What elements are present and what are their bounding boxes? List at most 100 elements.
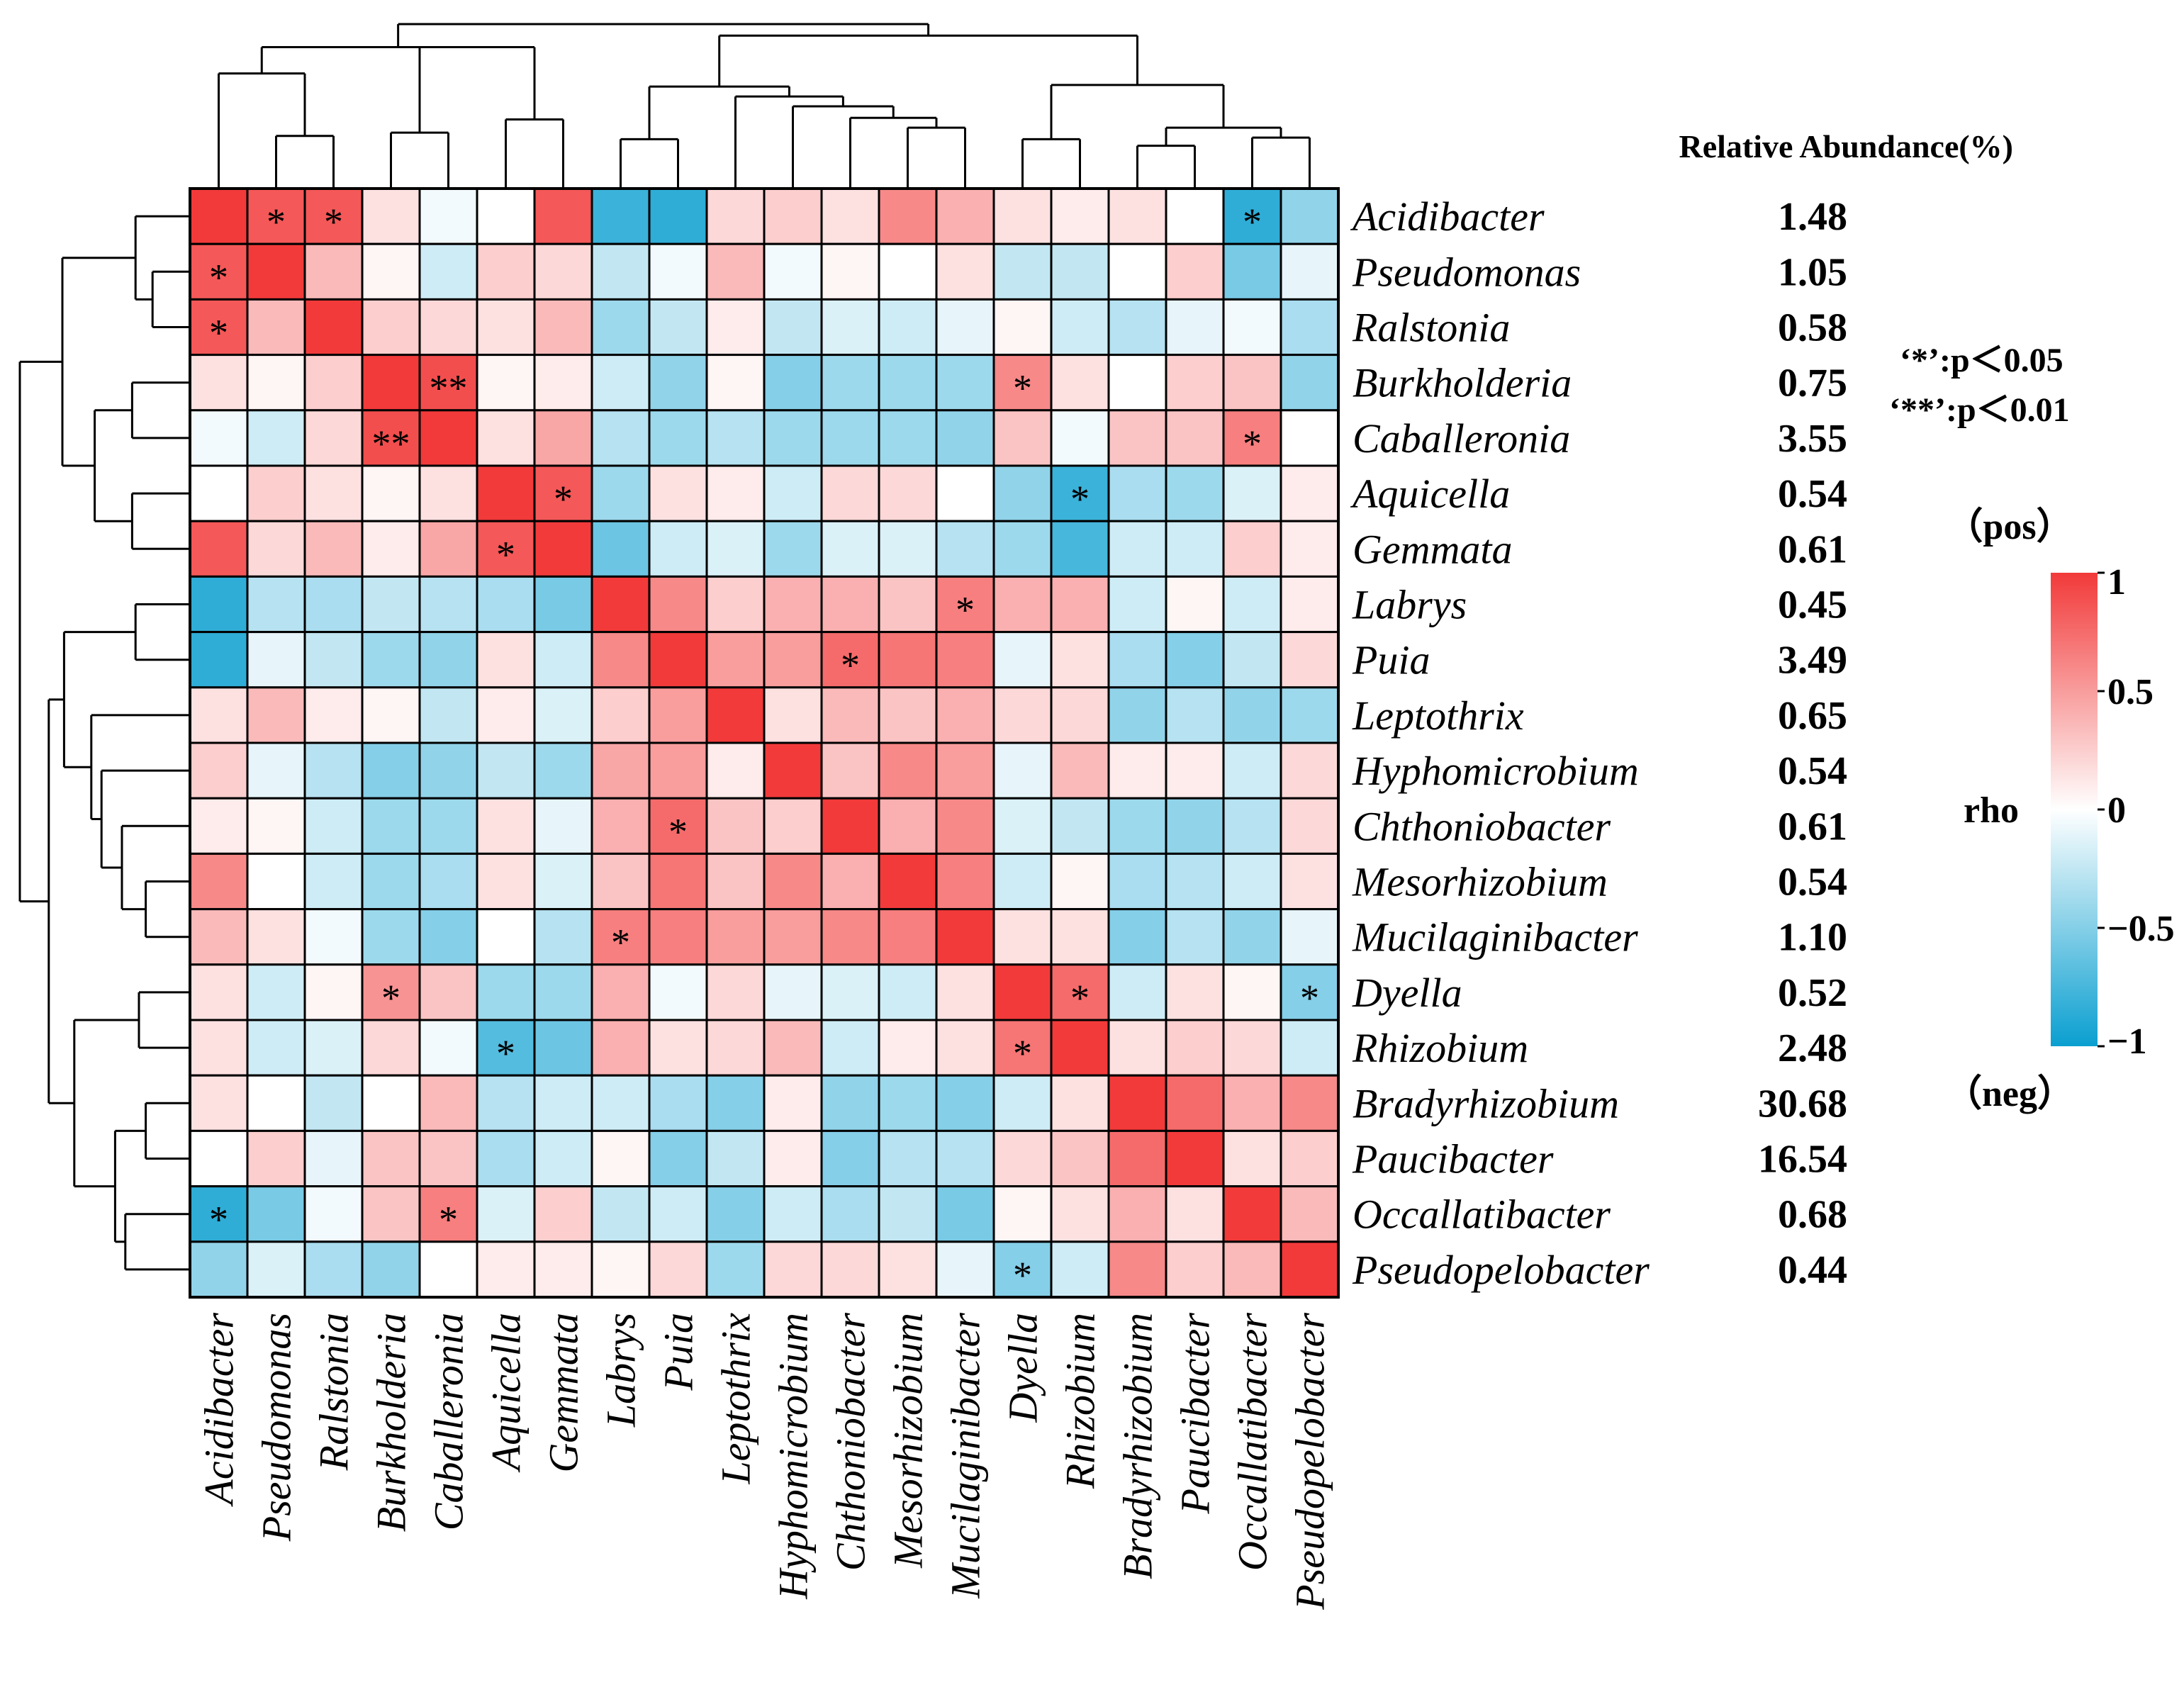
heatmap-cell bbox=[303, 1019, 364, 1077]
heatmap-cell bbox=[763, 354, 823, 412]
heatmap-cell bbox=[418, 187, 478, 245]
heatmap-cell bbox=[878, 908, 938, 966]
heatmap-cell bbox=[1222, 741, 1282, 800]
heatmap-cell bbox=[361, 1240, 421, 1299]
heatmap-cell bbox=[820, 575, 880, 634]
heatmap-cell bbox=[418, 963, 478, 1021]
heatmap-cell bbox=[763, 409, 823, 467]
heatmap-cell bbox=[648, 187, 708, 245]
heatmap-cell bbox=[303, 686, 364, 744]
relative-abundance-column: Relative Abundance(%) 1.48 1.05 0.58 0.75 3.… bbox=[1679, 128, 2014, 1292]
relative-abundance-value: 0.52 bbox=[1778, 971, 1847, 1015]
heatmap-cell bbox=[533, 852, 593, 911]
heatmap-cell bbox=[1222, 1129, 1282, 1188]
heatmap-cell bbox=[935, 1019, 995, 1077]
significance-mark: * bbox=[209, 312, 228, 354]
significance-mark: * bbox=[1013, 367, 1032, 410]
heatmap-cell bbox=[878, 409, 938, 467]
heatmap-cell bbox=[1222, 354, 1282, 412]
heatmap-cell bbox=[820, 852, 880, 911]
heatmap-cell bbox=[418, 1074, 478, 1132]
heatmap-cell bbox=[935, 520, 995, 578]
significance-mark: * bbox=[209, 256, 228, 298]
heatmap-cell bbox=[820, 1240, 880, 1299]
significance-mark: * bbox=[1013, 1032, 1032, 1075]
heatmap-cell bbox=[648, 1019, 708, 1077]
heatmap-cell bbox=[705, 1019, 766, 1077]
heatmap-cell bbox=[476, 1074, 536, 1132]
relative-abundance-value: 3.55 bbox=[1778, 417, 1847, 461]
heatmap-cell bbox=[820, 242, 880, 301]
heatmap-cell bbox=[361, 1074, 421, 1132]
heatmap-cell bbox=[533, 575, 593, 634]
heatmap-cell bbox=[1222, 520, 1282, 578]
heatmap-cell bbox=[1165, 686, 1225, 744]
heatmap-cell bbox=[246, 686, 306, 744]
colorbar-top-label: （pos） bbox=[1946, 506, 2073, 547]
heatmap-cell bbox=[189, 1240, 249, 1299]
heatmap-cell bbox=[648, 575, 708, 634]
heatmap-cell bbox=[705, 1074, 766, 1132]
heatmap-cell bbox=[246, 520, 306, 578]
heatmap-cell bbox=[476, 908, 536, 966]
heatmap-cell bbox=[590, 409, 651, 467]
heatmap-cell bbox=[648, 908, 708, 966]
heatmap-cell bbox=[1050, 187, 1110, 245]
heatmap-cell bbox=[1165, 1019, 1225, 1077]
heatmap-cell bbox=[648, 409, 708, 467]
heatmap-cell bbox=[648, 797, 708, 855]
heatmap-cell bbox=[820, 1129, 880, 1188]
relative-abundance-value: 0.58 bbox=[1778, 306, 1847, 350]
heatmap-cell bbox=[533, 242, 593, 301]
row-label: Bradyrhizobium bbox=[1353, 1080, 1619, 1126]
heatmap-cell bbox=[1279, 1240, 1340, 1299]
heatmap-cell bbox=[1107, 963, 1167, 1021]
heatmap-cell bbox=[1165, 631, 1225, 689]
heatmap-cell bbox=[878, 1240, 938, 1299]
heatmap-cell bbox=[705, 187, 766, 245]
heatmap-cell bbox=[590, 908, 651, 966]
heatmap-cell bbox=[820, 797, 880, 855]
heatmap-cell bbox=[303, 852, 364, 911]
significance-legend: ‘*’:p＜0.05 ‘**’:p＜0.01 bbox=[1889, 342, 2070, 429]
heatmap-cell bbox=[590, 1240, 651, 1299]
heatmap-cell bbox=[763, 1019, 823, 1077]
heatmap-cell bbox=[476, 242, 536, 301]
heatmap-cell bbox=[648, 963, 708, 1021]
heatmap-cell bbox=[1107, 464, 1167, 522]
heatmap-cell bbox=[1279, 520, 1340, 578]
heatmap-cell bbox=[763, 298, 823, 357]
row-label: Mesorhizobium bbox=[1352, 859, 1608, 905]
significance-mark: * bbox=[1243, 422, 1262, 465]
relative-abundance-value: 0.65 bbox=[1778, 694, 1847, 738]
heatmap-cell bbox=[246, 1074, 306, 1132]
heatmap-cell bbox=[246, 908, 306, 966]
column-label: Rhizobium bbox=[1058, 1313, 1104, 1489]
significance-mark: * bbox=[956, 589, 975, 632]
heatmap-cell bbox=[189, 1074, 249, 1132]
heatmap-cell bbox=[705, 464, 766, 522]
column-label: Paucibacter bbox=[1172, 1313, 1219, 1515]
heatmap-cell bbox=[878, 741, 938, 800]
heatmap-cell bbox=[476, 1185, 536, 1243]
significance-mark: * bbox=[496, 533, 515, 576]
significance-mark: * bbox=[1070, 478, 1090, 520]
heatmap-cell bbox=[1279, 242, 1340, 301]
column-label: Mesorhizobium bbox=[885, 1313, 931, 1569]
column-label: Pseudomonas bbox=[254, 1313, 300, 1542]
heatmap-cell bbox=[935, 908, 995, 966]
heatmap-cell bbox=[1279, 797, 1340, 855]
heatmap-cell bbox=[820, 1074, 880, 1132]
row-label: Labrys bbox=[1352, 582, 1467, 628]
heatmap-cell bbox=[820, 409, 880, 467]
heatmap-cell bbox=[361, 464, 421, 522]
heatmap-cell bbox=[476, 741, 536, 800]
heatmap-cell bbox=[590, 1185, 651, 1243]
heatmap-cell bbox=[648, 520, 708, 578]
heatmap-cell bbox=[361, 575, 421, 634]
heatmap-cell bbox=[705, 242, 766, 301]
colorbar-tick-label: 0.5 bbox=[2107, 672, 2154, 712]
heatmap-cell bbox=[590, 298, 651, 357]
heatmap-cell bbox=[878, 464, 938, 522]
heatmap-cell bbox=[476, 409, 536, 467]
